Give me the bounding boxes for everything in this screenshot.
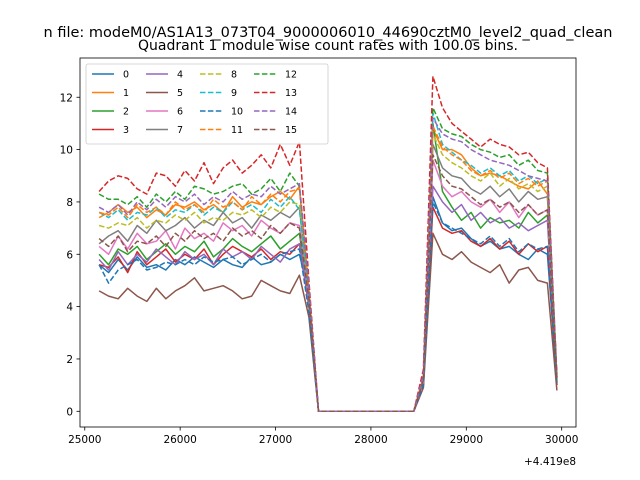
series-line-14: [98, 117, 558, 413]
y-tick-label-0: 0: [66, 406, 73, 418]
legend-label-9: 9: [231, 88, 237, 99]
chart-title: Quadrant 1 module wise count rates with …: [138, 38, 518, 54]
x-tick-label-29000: 29000: [450, 434, 483, 446]
legend-label-11: 11: [231, 125, 243, 136]
x-offset-label: +4.419e8: [524, 456, 576, 468]
legend-label-4: 4: [177, 70, 183, 81]
x-tick-label-25000: 25000: [68, 434, 101, 446]
legend-label-3: 3: [123, 125, 129, 136]
legend-label-15: 15: [285, 125, 297, 136]
y-tick-label-10: 10: [60, 145, 73, 157]
y-tick-label-4: 4: [66, 302, 73, 314]
x-tick-label-27000: 27000: [259, 434, 292, 446]
legend-label-10: 10: [231, 107, 243, 118]
x-tick-label-30000: 30000: [545, 434, 578, 446]
y-tick-label-12: 12: [60, 92, 73, 104]
legend-label-5: 5: [177, 88, 183, 99]
y-tick-label-6: 6: [66, 249, 73, 261]
legend-label-6: 6: [177, 107, 183, 118]
legend-label-13: 13: [285, 88, 297, 99]
series-line-11: [98, 125, 558, 413]
legend-label-1: 1: [123, 88, 129, 99]
legend-label-7: 7: [177, 125, 183, 136]
legend-label-0: 0: [123, 70, 129, 81]
axes-frame: [79, 57, 577, 428]
x-tick-label-26000: 26000: [163, 434, 196, 446]
legend-label-2: 2: [123, 107, 129, 118]
figure-suptitle: n file: modeM0/AS1A13_073T04_9000006010_…: [44, 25, 613, 41]
series-line-15: [98, 154, 558, 413]
y-tick-label-8: 8: [66, 197, 73, 209]
series-lines: [98, 75, 558, 413]
y-tick-label-2: 2: [66, 354, 73, 366]
plot-area: 25000 26000 27000 28000 29000 30000024681012+…: [60, 57, 578, 468]
legend-label-14: 14: [285, 107, 297, 118]
legend-label-8: 8: [231, 70, 237, 81]
legend-label-12: 12: [285, 70, 297, 81]
x-tick-label-28000: 28000: [354, 434, 387, 446]
legend-frame: [85, 63, 329, 145]
